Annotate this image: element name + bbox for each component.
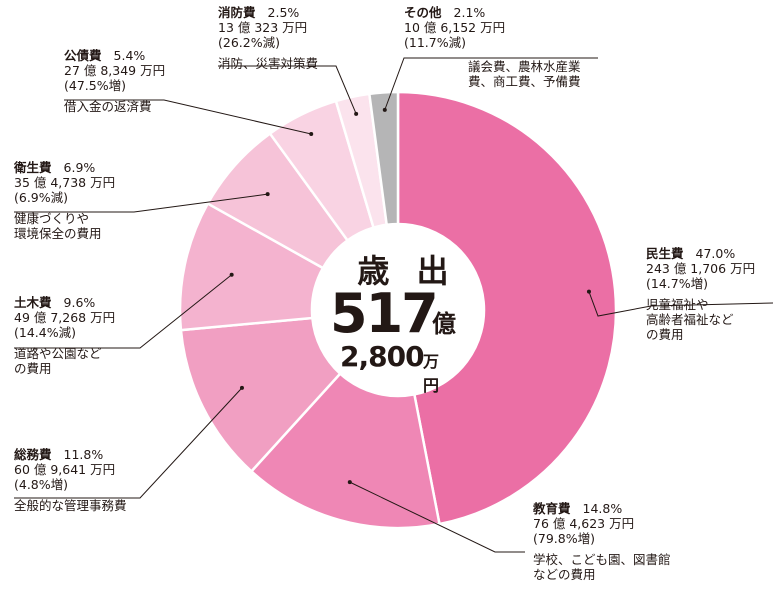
leader-lines bbox=[14, 57, 774, 553]
leader-dot-eisei bbox=[265, 192, 270, 197]
slice-amount: 13 億 323 万円 bbox=[218, 20, 308, 35]
leader-sonota bbox=[384, 57, 598, 111]
center-man-unit: 万円 bbox=[423, 352, 440, 395]
label-doboku: 土木費 9.6% 49 億 7,268 万円 (14.4%減) 道路や公園など の… bbox=[14, 295, 115, 376]
slice-change: (79.8%増) bbox=[533, 531, 595, 546]
slice-name: 衛生費 bbox=[14, 160, 52, 175]
slice-somu bbox=[179, 316, 342, 474]
slice-desc: 道路や公園など の費用 bbox=[14, 346, 102, 376]
leader-doboku bbox=[14, 274, 232, 349]
center-man-value: 2,800 bbox=[340, 340, 425, 373]
leader-somu bbox=[14, 387, 243, 499]
label-shobo: 消防費 2.5% 13 億 323 万円 (26.2%減) 消防、災害対策費 bbox=[218, 5, 318, 71]
leader-kyoiku bbox=[349, 481, 525, 553]
label-sonota: その他 2.1% 10 億 6,152 万円 (11.7%減) 議会費、農林水産業… bbox=[404, 5, 581, 89]
slice-name: その他 bbox=[404, 5, 442, 20]
leader-dot-somu bbox=[239, 385, 244, 390]
slice-pct: 14.8% bbox=[582, 501, 623, 516]
slice-pct: 2.1% bbox=[453, 5, 486, 20]
center-oku-value: 517 bbox=[330, 282, 439, 345]
center-oku-unit: 億 bbox=[432, 310, 456, 338]
slice-amount: 10 億 6,152 万円 bbox=[404, 20, 506, 35]
slice-change: (14.7%増) bbox=[646, 276, 708, 291]
leader-dot-shobo bbox=[354, 111, 359, 116]
slice-change: (4.8%増) bbox=[14, 477, 69, 492]
slice-pct: 11.8% bbox=[63, 447, 104, 462]
slice-pct: 2.5% bbox=[267, 5, 300, 20]
slice-amount: 49 億 7,268 万円 bbox=[14, 310, 116, 325]
label-eisei: 衛生費 6.9% 35 億 4,738 万円 (6.9%減) 健康づくりや 環境保… bbox=[14, 160, 115, 241]
slice-desc: 児童福祉や 高齢者福祉など の費用 bbox=[646, 297, 734, 342]
slice-desc: 学校、こども園、図書館 などの費用 bbox=[533, 552, 671, 582]
slice-name: 総務費 bbox=[14, 447, 52, 462]
leader-minsei bbox=[588, 291, 774, 317]
leader-dot-kosai bbox=[309, 132, 314, 137]
slice-pct: 47.0% bbox=[695, 246, 736, 261]
slice-change: (47.5%増) bbox=[64, 78, 126, 93]
donut-slices bbox=[178, 90, 618, 530]
slice-name: 民生費 bbox=[646, 246, 684, 261]
center-title: 歳 出 bbox=[357, 252, 457, 290]
slice-name: 公債費 bbox=[64, 48, 102, 63]
slice-desc: 健康づくりや 環境保全の費用 bbox=[14, 211, 102, 241]
slice-amount: 76 億 4,623 万円 bbox=[533, 516, 635, 531]
leader-dot-sonota bbox=[382, 107, 387, 112]
slice-sonota bbox=[367, 90, 400, 227]
label-kosai: 公債費 5.4% 27 億 8,349 万円 (47.5%増) 借入金の返済費 bbox=[64, 48, 165, 114]
slice-minsei bbox=[396, 90, 618, 526]
slice-kyoiku bbox=[249, 371, 441, 530]
label-kyoiku: 教育費 14.8% 76 億 4,623 万円 (79.8%増) 学校、こども園、… bbox=[533, 501, 671, 582]
slice-name: 消防費 bbox=[218, 5, 256, 20]
slice-change: (6.9%減) bbox=[14, 190, 69, 205]
slice-change: (26.2%減) bbox=[218, 35, 280, 50]
label-somu: 総務費 11.8% 60 億 9,641 万円 (4.8%増) 全般的な管理事務費 bbox=[14, 447, 127, 513]
slice-change: (14.4%減) bbox=[14, 325, 76, 340]
slice-amount: 35 億 4,738 万円 bbox=[14, 175, 116, 190]
slice-amount: 243 億 1,706 万円 bbox=[646, 261, 756, 276]
leader-eisei bbox=[14, 193, 268, 213]
slice-desc: 消防、災害対策費 bbox=[218, 56, 319, 71]
slice-amount: 27 億 8,349 万円 bbox=[64, 63, 166, 78]
slice-desc: 全般的な管理事務費 bbox=[14, 498, 127, 513]
slice-desc: 借入金の返済費 bbox=[64, 99, 152, 114]
leader-dot-kyoiku bbox=[347, 480, 352, 485]
slice-name: 土木費 bbox=[14, 295, 52, 310]
leader-dot-doboku bbox=[229, 272, 234, 277]
slice-change: (11.7%減) bbox=[404, 35, 466, 50]
leader-shobo bbox=[218, 65, 357, 115]
slice-desc: 議会費、農林水産業 費、商工費、予備費 bbox=[468, 59, 581, 89]
slice-pct: 6.9% bbox=[63, 160, 96, 175]
slice-name: 教育費 bbox=[533, 501, 571, 516]
label-minsei: 民生費 47.0% 243 億 1,706 万円 (14.7%増) 児童福祉や 高… bbox=[646, 246, 755, 342]
leader-kosai bbox=[64, 99, 312, 135]
leader-dot-minsei bbox=[586, 289, 591, 294]
slice-pct: 9.6% bbox=[63, 295, 96, 310]
slice-amount: 60 億 9,641 万円 bbox=[14, 462, 116, 477]
slice-pct: 5.4% bbox=[113, 48, 146, 63]
